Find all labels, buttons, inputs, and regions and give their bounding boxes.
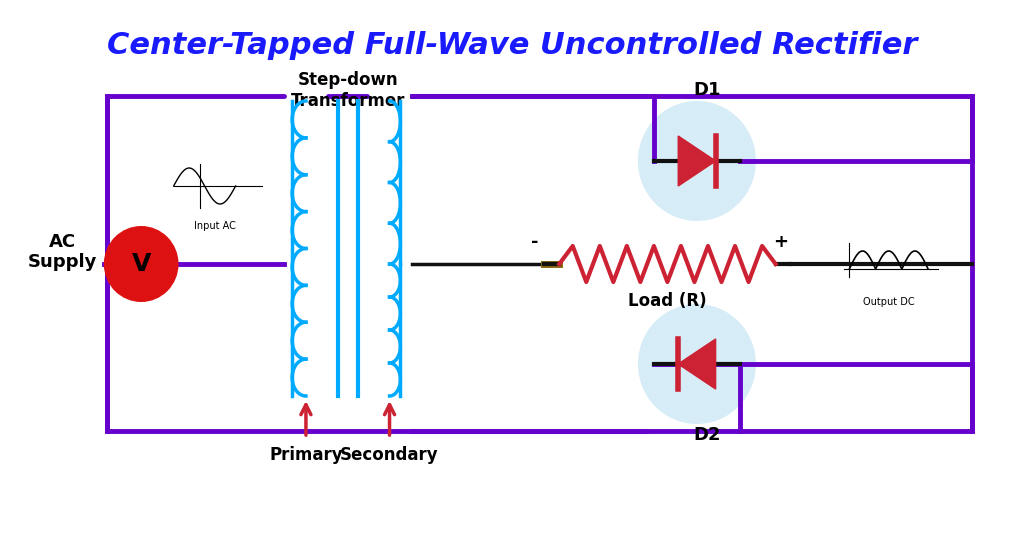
Text: Step-down
Transformer: Step-down Transformer bbox=[291, 71, 404, 110]
Polygon shape bbox=[678, 136, 716, 186]
Text: Input AC: Input AC bbox=[194, 221, 236, 231]
Text: Secondary: Secondary bbox=[340, 446, 439, 464]
Circle shape bbox=[103, 226, 178, 302]
Text: Load (R): Load (R) bbox=[628, 292, 707, 310]
Text: AC
Supply: AC Supply bbox=[28, 233, 97, 271]
Text: D2: D2 bbox=[693, 426, 721, 444]
Text: +: + bbox=[773, 233, 788, 251]
Text: Output DC: Output DC bbox=[863, 297, 914, 307]
Text: V: V bbox=[131, 252, 151, 276]
Text: Center-Tapped Full-Wave Uncontrolled Rectifier: Center-Tapped Full-Wave Uncontrolled Rec… bbox=[106, 31, 918, 60]
Text: D1: D1 bbox=[693, 81, 721, 99]
Circle shape bbox=[638, 101, 756, 221]
Text: Primary: Primary bbox=[269, 446, 343, 464]
Text: -: - bbox=[530, 233, 539, 251]
Polygon shape bbox=[678, 339, 716, 389]
Circle shape bbox=[638, 304, 756, 424]
